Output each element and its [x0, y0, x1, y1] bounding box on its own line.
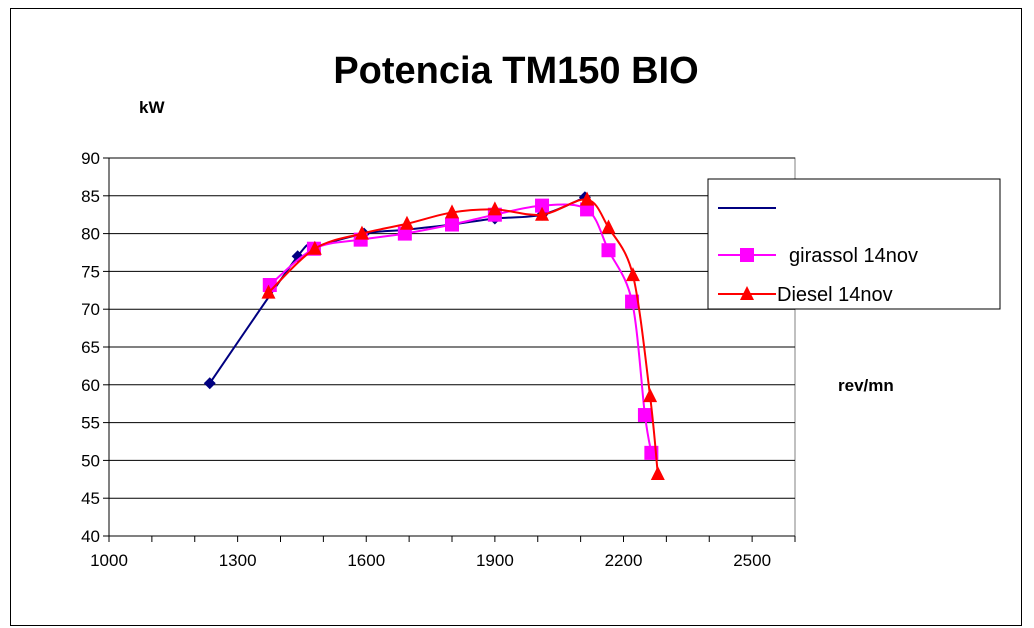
- y-tick-label: 50: [81, 451, 100, 470]
- x-tick-label: 2500: [733, 551, 771, 570]
- axes: 40 45 50 55 60 65 70 75 80 85 90 1000 1300 1600 1900 22…: [81, 149, 796, 570]
- data-point-triangle: [445, 204, 459, 219]
- data-point-square: [637, 408, 652, 423]
- y-tick-label: 80: [81, 225, 100, 244]
- data-point-square: [535, 198, 550, 213]
- data-point-triangle: [399, 215, 414, 230]
- legend-entry-2: Diesel 14nov: [718, 284, 893, 306]
- data-point-square: [397, 226, 412, 241]
- data-point-triangle: [307, 240, 322, 255]
- legend-label: girassol 14nov: [789, 245, 918, 267]
- data-point-square: [625, 294, 640, 309]
- y-tick-label: 85: [81, 187, 100, 206]
- x-axis-title: rev/mn: [838, 376, 894, 395]
- data-point-diamond: [203, 377, 216, 390]
- y-tick-label: 45: [81, 489, 100, 508]
- data-point-square: [601, 243, 616, 258]
- x-tick-label: 1600: [347, 551, 385, 570]
- legend: girassol 14nov Diesel 14nov: [707, 178, 1001, 310]
- legend-entry-1: girassol 14nov: [718, 245, 918, 267]
- y-tick-label: 60: [81, 376, 100, 395]
- data-point-triangle: [354, 225, 369, 240]
- y-tick-label: 55: [81, 414, 100, 433]
- data-point-triangle: [625, 267, 640, 282]
- y-tick-label: 70: [81, 300, 100, 319]
- data-point-triangle: [580, 191, 595, 206]
- x-tick-label: 1000: [90, 551, 128, 570]
- chart-frame: Potencia TM150 BIO kW rev/mn 40 45 50 55 60 6…: [10, 8, 1022, 626]
- y-tick-label: 90: [81, 149, 100, 168]
- data-point-square: [580, 202, 595, 217]
- y-tick-label: 40: [81, 527, 100, 546]
- data-point-square: [445, 217, 459, 232]
- chart-canvas: Potencia TM150 BIO kW rev/mn 40 45 50 55 60 6…: [81, 50, 1001, 570]
- x-tick-label: 1300: [219, 551, 257, 570]
- data-point-triangle: [487, 201, 502, 216]
- y-tick-label: 75: [81, 262, 100, 281]
- data-point-triangle: [601, 219, 616, 234]
- series-layer: [203, 191, 665, 481]
- chart-title: Potencia TM150 BIO: [333, 50, 698, 92]
- data-point-square: [740, 248, 754, 262]
- data-point-triangle: [535, 206, 550, 221]
- data-point-triangle: [261, 284, 276, 299]
- series-1: [262, 198, 659, 460]
- y-tick-label: 65: [81, 338, 100, 357]
- legend-box: [707, 178, 1001, 310]
- x-tick-label: 2200: [605, 551, 643, 570]
- data-point-triangle: [740, 286, 754, 300]
- legend-label: Diesel 14nov: [777, 284, 893, 306]
- data-point-triangle: [650, 466, 665, 481]
- series-2: [261, 191, 665, 481]
- x-tick-label: 1900: [476, 551, 514, 570]
- y-axis-title: kW: [139, 98, 165, 117]
- data-point-triangle: [643, 388, 658, 403]
- grid-lines: [109, 157, 795, 537]
